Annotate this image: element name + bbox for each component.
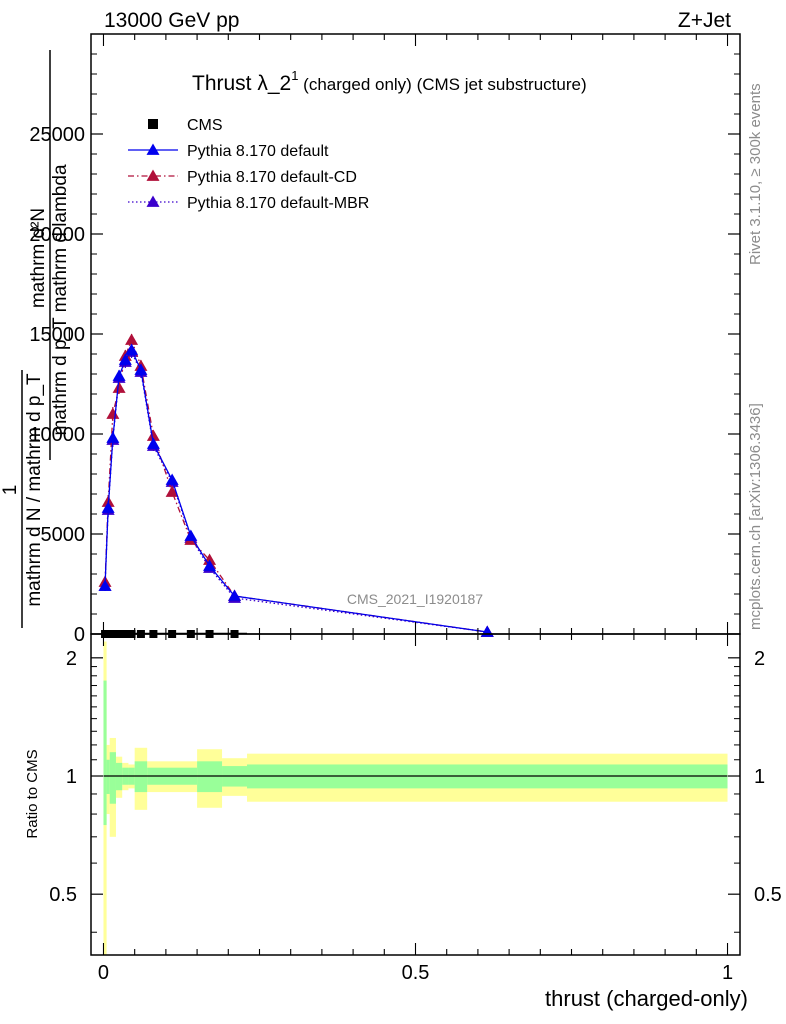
main-ytick-label: 15000 (29, 324, 85, 346)
legend-item: Pythia 8.170 default-CD (128, 169, 357, 186)
series-point (112, 381, 126, 393)
ratio-bands (103, 641, 728, 955)
main-ytick-label: 25000 (29, 124, 85, 146)
series-point (165, 485, 179, 497)
mcplots-url-label: mcplots.cern.ch [arXiv:1306.3436] (747, 403, 764, 630)
ratio-band-inner (109, 752, 116, 804)
legend-marker-square (148, 119, 158, 129)
ylabel-frac-numerator: mathrm d²N (28, 208, 49, 308)
main-ylabel: mathrm d²N mathrm d p_T mathrm d lambda … (0, 50, 71, 628)
ratio-ylabel: Ratio to CMS (24, 749, 41, 838)
main-ytick-label: 20000 (29, 224, 85, 246)
xtick-label: 1 (722, 962, 733, 984)
ratio-panel: 0.5 0.51 12 2 0 0.5 1 (49, 633, 782, 984)
series-point (165, 473, 179, 485)
legend-label: Pythia 8.170 default-CD (187, 169, 357, 186)
legend-label: Pythia 8.170 default (187, 143, 329, 160)
series-point (106, 431, 120, 443)
header-collision-label: 13000 GeV pp (104, 9, 239, 32)
ratio-band-inner (134, 761, 148, 793)
ylabel-frac-denominator: mathrm d p_T mathrm d lambda (50, 164, 71, 435)
main-ytick-label: 5000 (41, 524, 86, 546)
series-point (146, 429, 160, 441)
series-point (112, 369, 126, 381)
legend-item: Pythia 8.170 default (128, 143, 329, 160)
series-point (125, 333, 139, 345)
legend-label: Pythia 8.170 default-MBR (187, 195, 369, 212)
ratio-band-inner (103, 680, 107, 826)
analysis-watermark: CMS_2021_I1920187 (347, 591, 483, 607)
ratio-ytick-label-right: 2 (754, 648, 765, 670)
legend-item: CMS (148, 117, 223, 134)
series-point (228, 589, 242, 601)
legend: CMS Pythia 8.170 default Pythia 8.170 defa… (128, 117, 369, 212)
x-axis-label: thrust (charged-only) (545, 986, 748, 1011)
ylabel-prefix-numerator: 1 (0, 485, 21, 496)
ylabel-prefix-denominator: mathrm d N / mathrm d p_T (24, 373, 45, 607)
plot-title: Thrust λ_21 (charged only) (CMS jet subs… (192, 68, 587, 95)
main-ytick-label: 10000 (29, 424, 85, 446)
series-point (106, 407, 120, 419)
legend-marker-triangle (146, 195, 160, 207)
ratio-xticks: 0 0.5 1 (98, 634, 733, 984)
series-line (104, 338, 488, 633)
legend-item: Pythia 8.170 default-MBR (128, 195, 369, 212)
series-line (104, 348, 488, 633)
xtick-label: 0 (98, 962, 109, 984)
ratio-ytick-label-right: 1 (754, 766, 765, 788)
xtick-label: 0.5 (402, 962, 430, 984)
main-series-group (98, 333, 494, 638)
main-ytick-label: 0 (74, 624, 85, 646)
ratio-ytick-label: 0.5 (49, 884, 77, 906)
legend-marker-triangle (146, 169, 160, 181)
plot-title-rest: (charged only) (CMS jet substructure) (298, 75, 586, 94)
series-point (118, 353, 132, 365)
plot-title-main: Thrust λ_2 (192, 72, 291, 95)
ratio-band-inner (197, 761, 223, 793)
ratio-yticks: 0.5 0.5 1 1 2 2 (49, 648, 782, 933)
legend-marker-triangle (146, 143, 160, 155)
series-point (146, 437, 160, 449)
ratio-ytick-label: 2 (66, 648, 77, 670)
series-point (101, 501, 115, 513)
rivet-version-label: Rivet 3.1.10, ≥ 300k events (747, 83, 764, 265)
main-panel: 0 5000 10000 15000 20000 25000 (29, 33, 741, 646)
series-point (184, 529, 198, 541)
main-yticks: 0 5000 10000 15000 20000 25000 (29, 53, 740, 646)
header-process-label: Z+Jet (678, 9, 731, 32)
series-point (134, 363, 148, 375)
ratio-ytick-label-right: 0.5 (754, 884, 782, 906)
ratio-ytick-label: 1 (66, 766, 77, 788)
plot-title-superscript: 1 (291, 68, 298, 83)
legend-label: CMS (187, 117, 223, 134)
series-pythia-8-170-default (98, 343, 494, 637)
main-xticks (102, 34, 729, 634)
series-line (104, 350, 488, 633)
ratio-band-inner (106, 759, 110, 794)
series-point (203, 559, 217, 571)
series-point (203, 553, 217, 565)
series-point (98, 579, 112, 591)
series-point (125, 343, 139, 355)
